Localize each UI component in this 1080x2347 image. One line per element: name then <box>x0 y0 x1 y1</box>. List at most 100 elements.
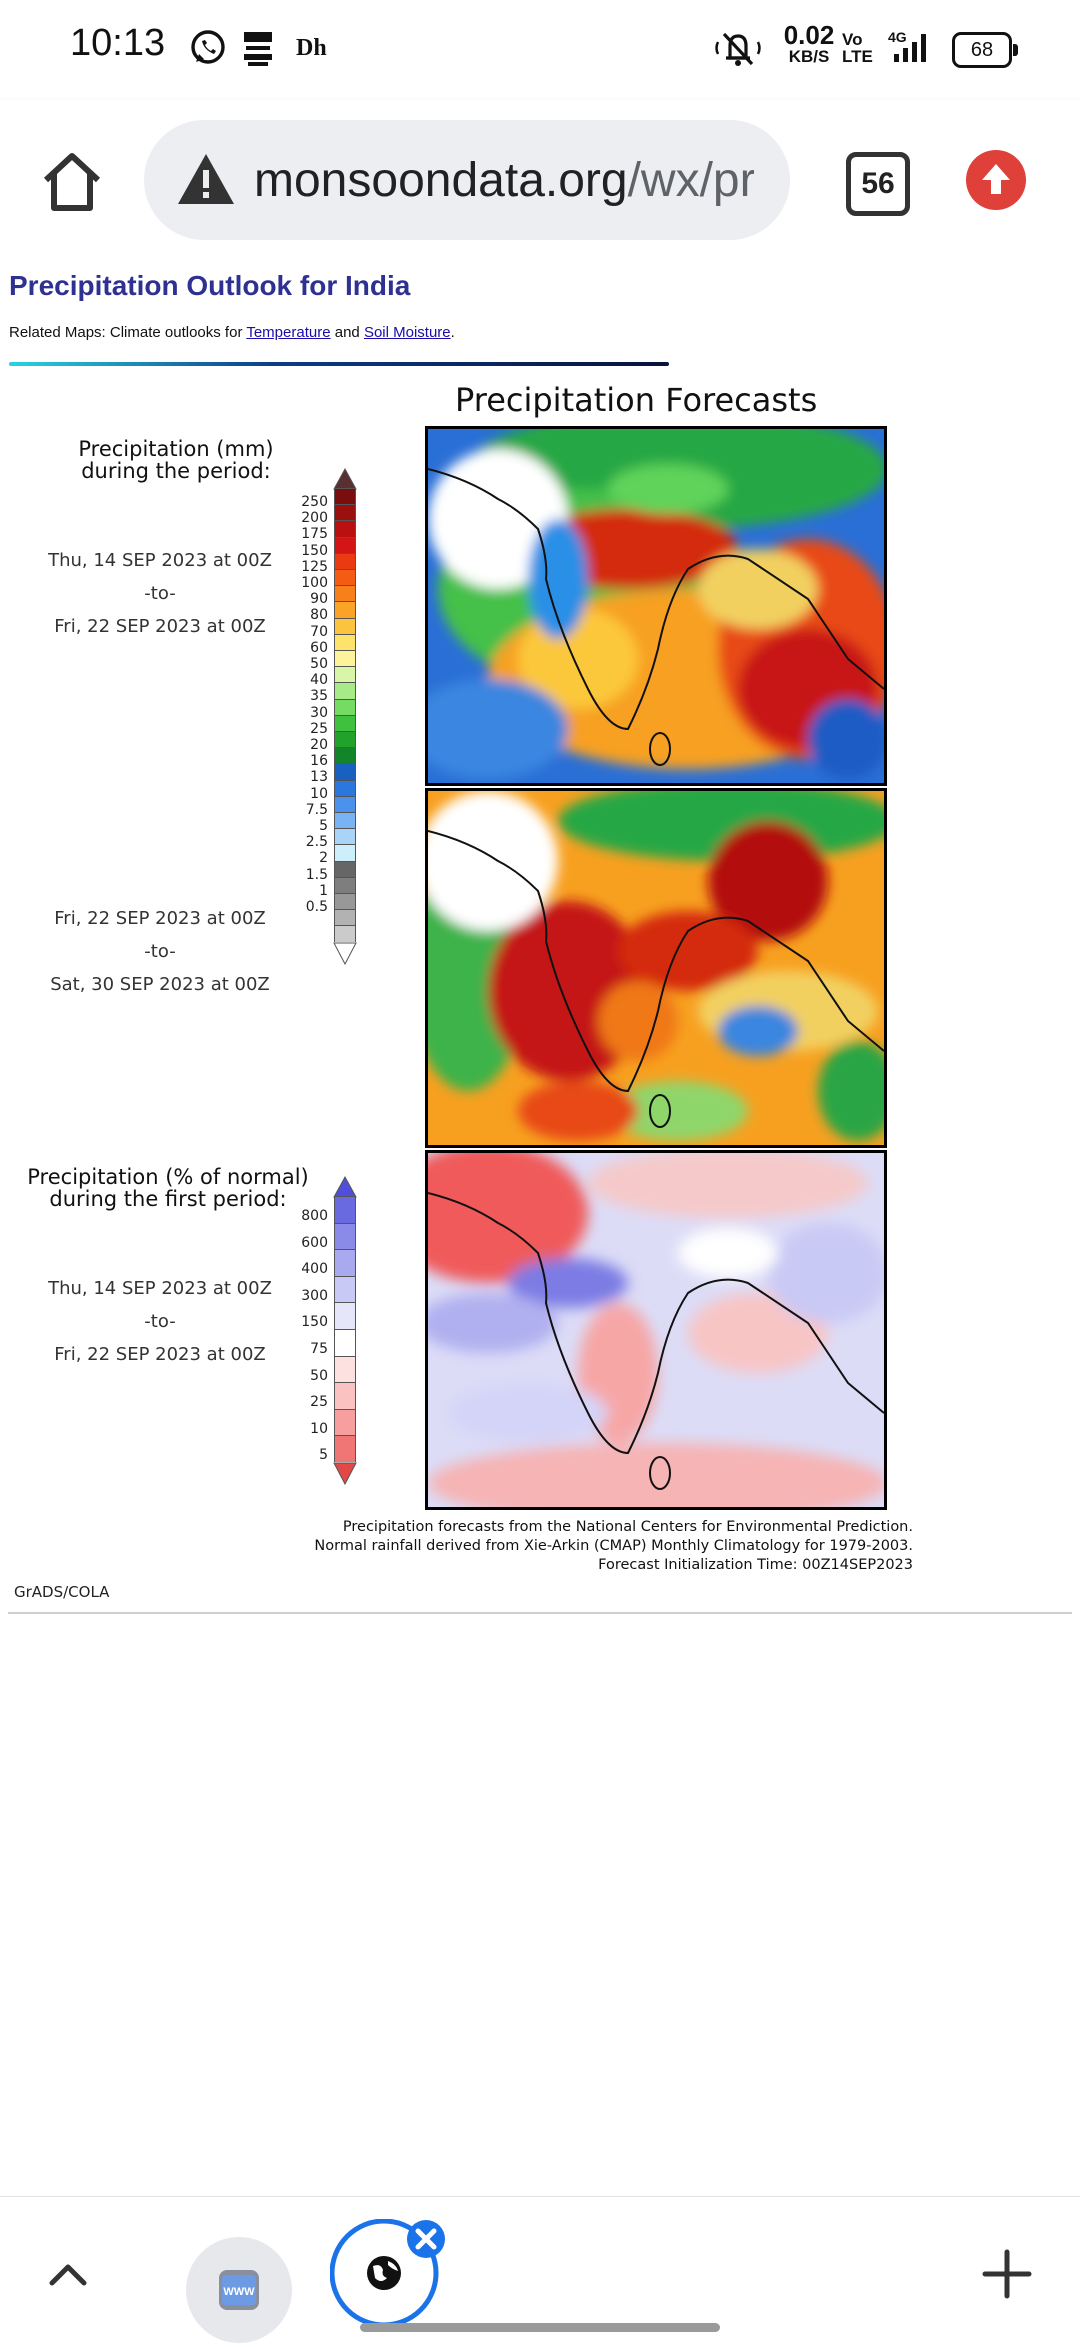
mm-legend-title: Precipitation (mm) during the period: <box>78 437 274 483</box>
colorbar-cell <box>334 633 356 650</box>
colorbar-cell <box>334 1355 356 1383</box>
colorbar-tick-label: 90 <box>310 591 328 608</box>
colorbar-cell <box>334 779 356 796</box>
home-button[interactable] <box>36 146 108 218</box>
period2-to: -to- <box>144 941 176 962</box>
up-arrow-icon <box>982 164 1010 194</box>
svg-text:4G: 4G <box>888 29 907 45</box>
colorbar-bottom-cap <box>333 942 357 965</box>
colorbar-tick-label: 50 <box>310 1367 328 1384</box>
colorbar-tick-label: 20 <box>310 737 328 753</box>
status-bar: 10:13 Dh 0.02 KB/S Vo LTE 4G 68 <box>0 0 1080 100</box>
colorbar-cell <box>334 682 356 699</box>
colorbar-tick-label: 25 <box>310 1394 328 1411</box>
colorbar-top-cap <box>333 1176 357 1198</box>
page-title: Precipitation Outlook for India <box>9 270 411 301</box>
colorbar-cell <box>334 763 356 780</box>
status-time: 10:13 <box>70 22 166 64</box>
colorbar-tick-label: 800 <box>301 1208 328 1224</box>
colorbar-cell <box>334 488 356 505</box>
signal-icon: 4G <box>884 26 940 70</box>
colorbar-cell <box>334 520 356 537</box>
whatsapp-icon <box>188 26 228 70</box>
colorbar-cell <box>334 1329 356 1356</box>
period1-start: Thu, 14 SEP 2023 at 00Z <box>48 550 272 571</box>
colorbar-tick-label: 150 <box>301 1314 328 1331</box>
map-week1-image <box>428 429 884 783</box>
tab-thumbnail-active[interactable] <box>329 2218 460 2328</box>
colorbar-cell <box>334 585 356 602</box>
url-text[interactable]: monsoondata.org/wx/pr <box>254 154 754 207</box>
figure-credits: Precipitation forecasts from the Nationa… <box>314 1519 913 1573</box>
colorbar-cell <box>334 925 356 942</box>
colorbar-cell <box>334 552 356 569</box>
period2-start: Fri, 22 SEP 2023 at 00Z <box>54 908 266 929</box>
temperature-link[interactable]: Temperature <box>246 324 331 341</box>
address-bar[interactable]: monsoondata.org/wx/pr <box>144 120 790 240</box>
colorbar-cell <box>334 909 356 926</box>
colorbar-cell <box>334 1408 356 1436</box>
colorbar-cell <box>334 812 356 829</box>
soil-moisture-link[interactable]: Soil Moisture <box>363 324 451 341</box>
colorbar-tick-label: 200 <box>301 510 328 527</box>
colorbar-tick-label: 1.5 <box>305 866 328 883</box>
period3-end: Fri, 22 SEP 2023 at 00Z <box>54 1344 266 1365</box>
colorbar-bottom-cap <box>333 1462 357 1486</box>
colorbar-cell <box>334 698 356 715</box>
colorbar-tick-label: 25 <box>310 720 328 737</box>
header-divider <box>9 362 669 366</box>
bottom-nav-bar: WWW <box>0 2196 1080 2343</box>
expand-toolbar-button[interactable] <box>46 2253 90 2297</box>
colorbar-tick-label: 600 <box>301 1234 328 1251</box>
colorbar-top-cap <box>333 468 357 490</box>
colorbar-tick-label: 2.5 <box>305 834 328 851</box>
map-week2-image <box>428 791 884 1145</box>
colorbar-cell <box>334 504 356 521</box>
colorbar-cell <box>334 828 356 845</box>
colorbar-cell <box>334 536 356 553</box>
colorbar-tick-label: 2 <box>319 850 328 867</box>
colorbar-tick-label: 35 <box>310 688 328 705</box>
tab-switcher-button[interactable]: 56 <box>846 152 910 216</box>
colorbar-cell <box>334 844 356 861</box>
colorbar-tick-label: 50 <box>310 656 328 672</box>
colorbar-cell <box>334 650 356 667</box>
colorbar-tick-label: 0.5 <box>305 899 328 915</box>
colorbar-tick-label: 250 <box>301 494 328 510</box>
colorbar-cell <box>334 617 356 634</box>
colorbar-tick-label: 5 <box>319 1447 328 1464</box>
update-button[interactable] <box>966 150 1026 210</box>
colorbar-tick-label: 175 <box>301 526 328 543</box>
colorbar-tick-label: 60 <box>310 639 328 656</box>
mute-icon <box>714 26 762 70</box>
colorbar-tick-label: 40 <box>310 672 328 689</box>
colorbar-cell <box>334 569 356 586</box>
map-week2-precip[interactable] <box>425 788 887 1148</box>
map-percent-normal[interactable] <box>425 1150 887 1510</box>
map-week1-precip[interactable] <box>425 426 887 786</box>
colorbar-tick-label: 10 <box>310 1420 328 1437</box>
percent-legend-title: Precipitation (% of normal) during the f… <box>27 1165 309 1211</box>
colorbar-cell <box>334 1435 356 1462</box>
colorbar-cell <box>334 893 356 910</box>
colorbar-tick-label: 75 <box>310 1341 328 1357</box>
new-tab-button[interactable] <box>980 2247 1034 2301</box>
colorbar-tick-label: 30 <box>310 704 328 721</box>
colorbar-tick-label: 125 <box>301 558 328 575</box>
colorbar-cell <box>334 795 356 812</box>
not-secure-warning-icon[interactable] <box>176 152 236 208</box>
news-app-icon <box>240 26 276 70</box>
colorbar-cell <box>334 876 356 893</box>
gesture-handle <box>360 2323 720 2332</box>
period3-start: Thu, 14 SEP 2023 at 00Z <box>48 1278 272 1299</box>
colorbar-tick-label: 16 <box>310 753 328 770</box>
colorbar-cell <box>334 1382 356 1409</box>
www-icon: WWW <box>219 2270 259 2310</box>
tab-thumbnail-www[interactable]: WWW <box>186 2237 292 2343</box>
colorbar-cell <box>334 1222 356 1250</box>
period1-end: Fri, 22 SEP 2023 at 00Z <box>54 616 266 637</box>
colorbar-cell <box>334 1302 356 1329</box>
plus-icon <box>982 2249 1032 2299</box>
colorbar-tick-label: 300 <box>301 1287 328 1304</box>
period2-end: Sat, 30 SEP 2023 at 00Z <box>50 974 270 995</box>
